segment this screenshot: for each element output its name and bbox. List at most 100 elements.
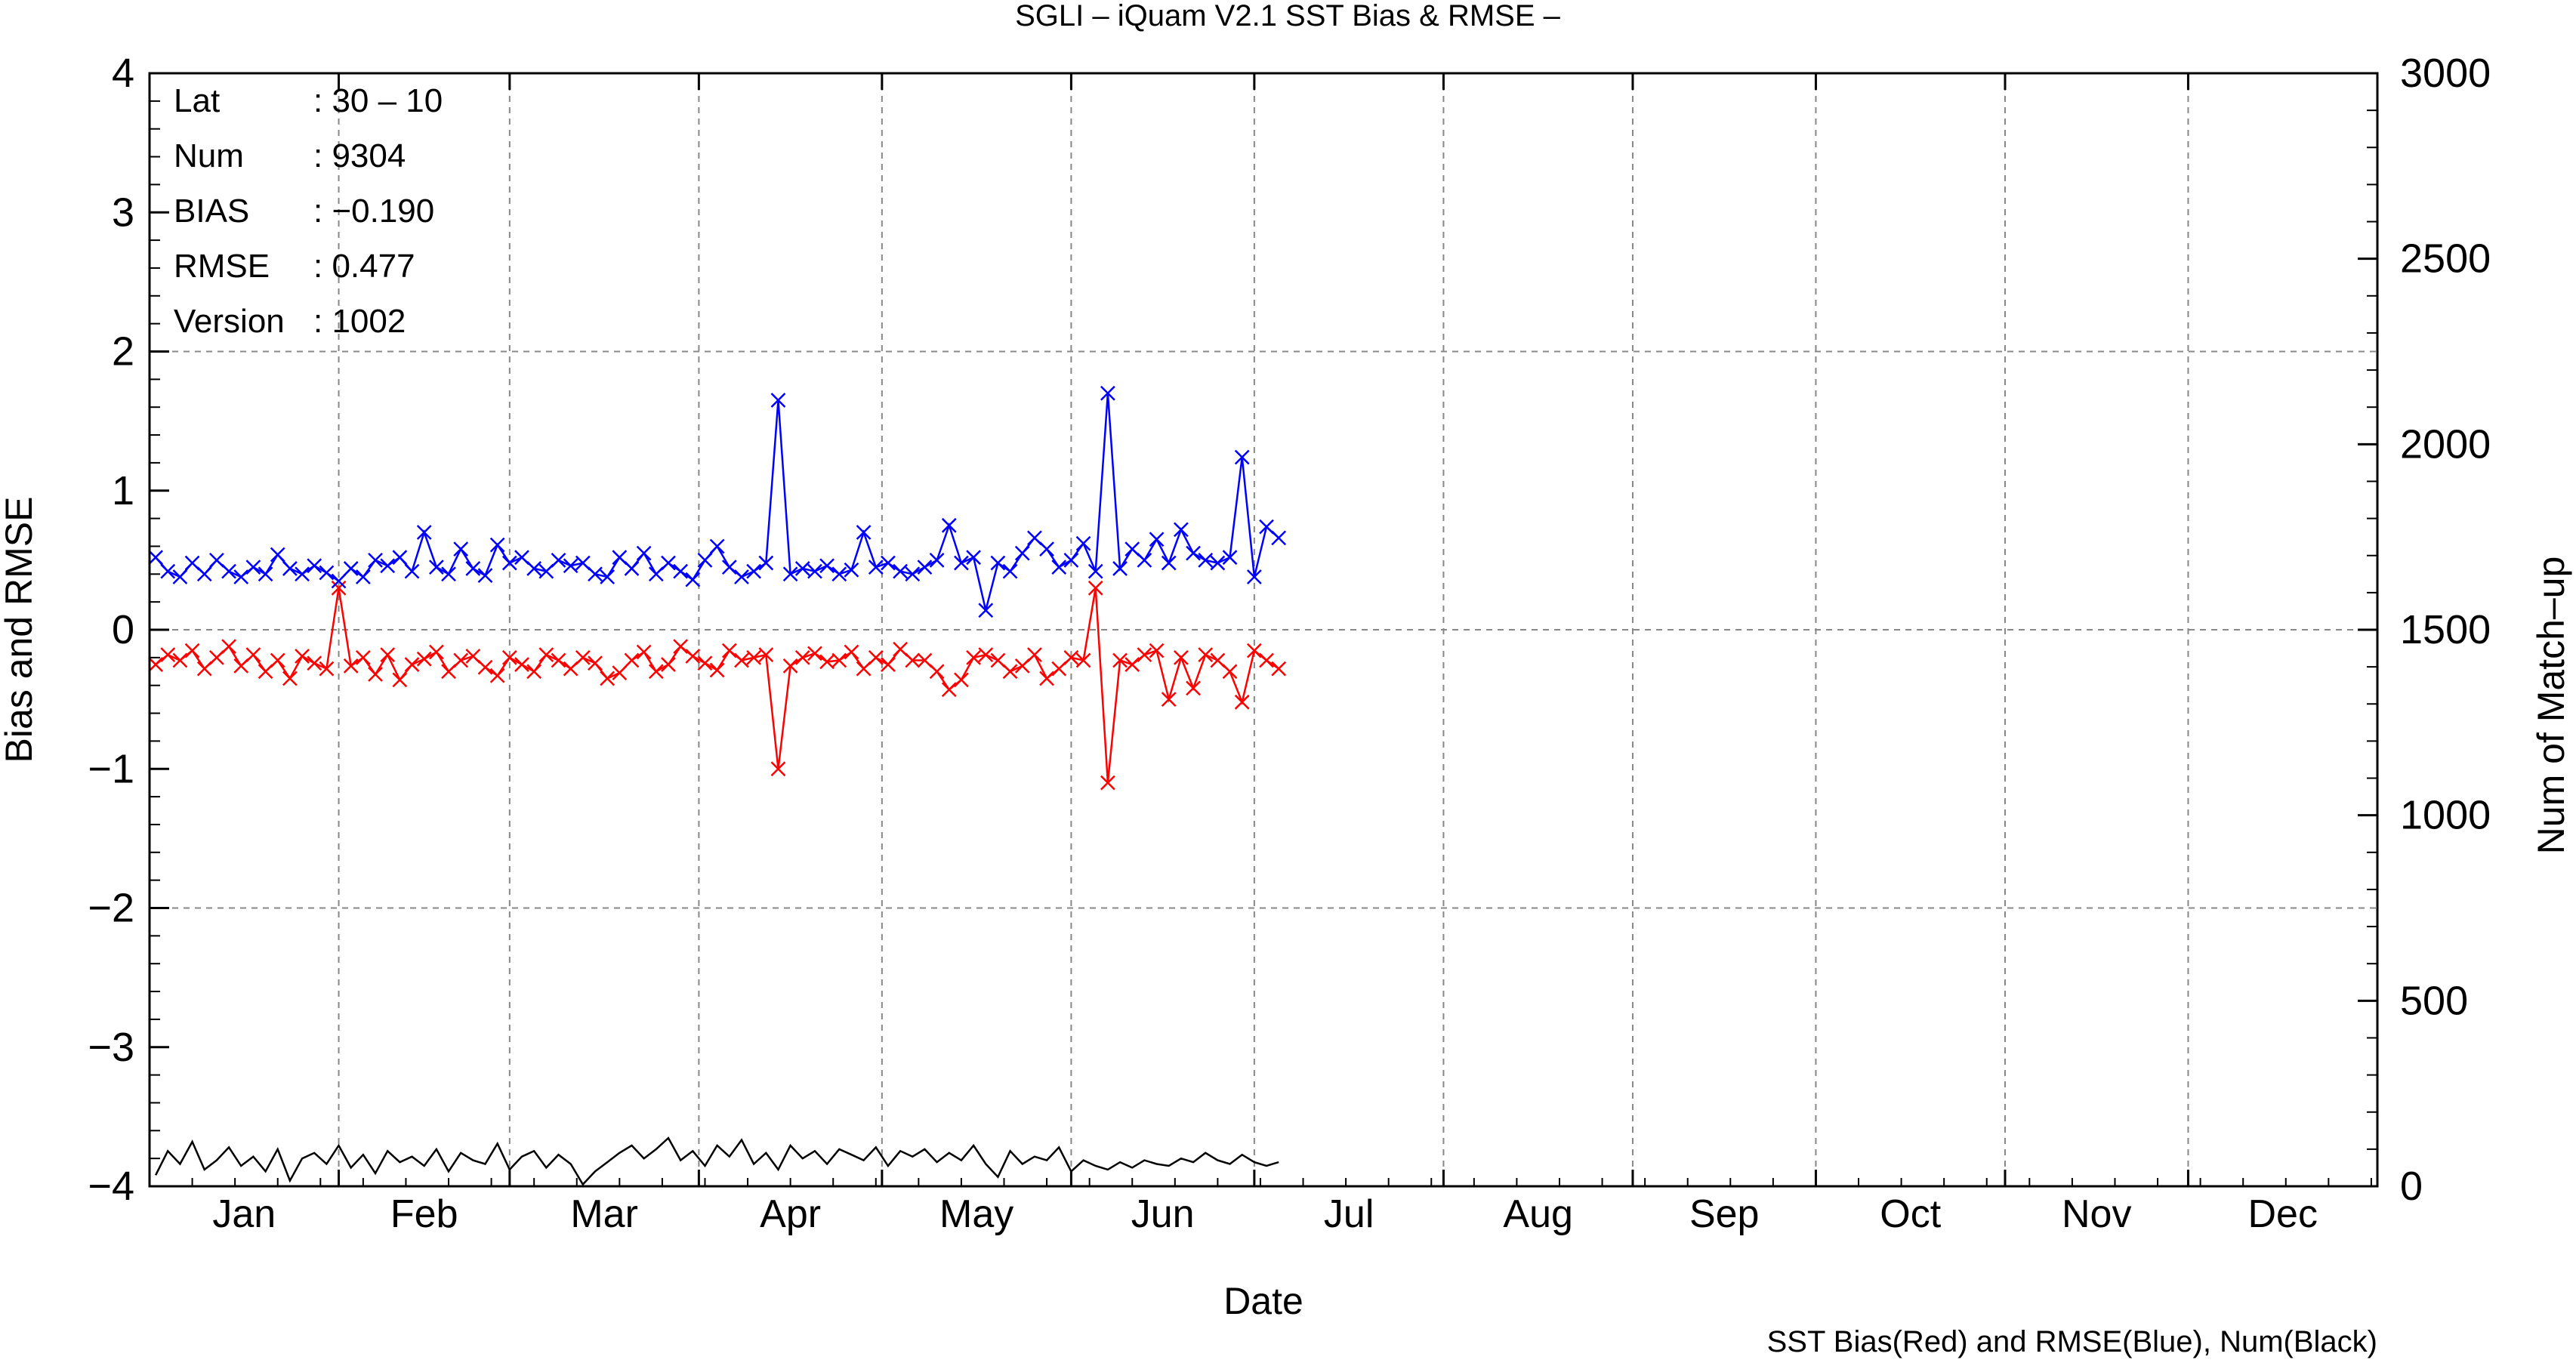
y-tick-label: −3 (88, 1025, 134, 1070)
data-point-marker (709, 662, 725, 678)
x-tick-label: Jul (1324, 1192, 1374, 1236)
data-point-marker (1087, 563, 1103, 579)
data-point-marker (1002, 664, 1018, 680)
data-point-marker (343, 658, 359, 674)
data-point-marker (782, 658, 798, 674)
data-point-marker (990, 652, 1006, 668)
data-point-marker (282, 561, 298, 576)
y-tick-label: −2 (88, 886, 134, 931)
data-point-marker (1002, 563, 1018, 579)
data-point-marker (600, 569, 615, 584)
x-tick-label: Aug (1503, 1192, 1573, 1236)
data-point-marker (648, 664, 664, 680)
info-value: : 9304 (313, 137, 406, 174)
data-point-marker (295, 566, 310, 582)
data-point-marker (917, 560, 933, 575)
data-point-marker (648, 566, 664, 582)
data-point-marker (856, 525, 872, 540)
data-point-marker (441, 664, 456, 680)
data-point-marker (160, 647, 176, 663)
data-point-marker (1186, 545, 1201, 561)
data-point-marker (489, 668, 505, 683)
data-point-marker (1075, 535, 1091, 551)
data-point-marker (221, 639, 236, 654)
y-tick-label: 4 (112, 51, 134, 96)
data-point-marker (1198, 647, 1214, 663)
data-point-marker (588, 566, 603, 582)
data-point-marker (612, 550, 628, 566)
data-point-marker (1246, 643, 1262, 658)
data-point-marker (1087, 580, 1103, 596)
data-point-marker (868, 560, 884, 575)
x-axis-label: Date (1223, 1280, 1303, 1322)
y-tick-label: −4 (88, 1164, 134, 1209)
data-point-marker (636, 644, 652, 660)
data-point-marker (270, 547, 285, 563)
data-point-marker (233, 658, 249, 674)
data-point-marker (917, 652, 933, 668)
data-point-marker (368, 667, 383, 682)
data-point-marker (1246, 569, 1262, 584)
data-point-marker (758, 647, 774, 663)
data-point-marker (1014, 545, 1030, 561)
data-point-marker (819, 654, 835, 670)
data-point-marker (233, 569, 249, 584)
data-point-marker (1186, 680, 1201, 696)
data-point-marker (404, 657, 420, 672)
data-point-marker (794, 649, 810, 665)
data-point-marker (477, 568, 493, 584)
data-point-marker (331, 580, 347, 596)
data-point-marker (1027, 647, 1042, 663)
data-point-marker (184, 643, 200, 658)
data-point-marker (148, 550, 163, 566)
data-point-marker (392, 550, 408, 566)
data-point-marker (844, 644, 859, 660)
data-point-marker (1112, 561, 1128, 576)
y-tick-label: 1 (112, 468, 134, 513)
data-point-marker (831, 566, 847, 582)
data-point-marker (1222, 550, 1238, 566)
data-point-marker (1100, 775, 1115, 791)
x-tick-labels: Jan Feb Mar Apr May Jun Jul Aug Sep Oct Nov Dec (212, 1192, 2318, 1236)
data-point-marker (990, 555, 1006, 571)
data-point-marker (172, 569, 188, 584)
y-tick-label: −1 (88, 746, 134, 791)
data-point-marker (636, 545, 652, 561)
data-point-marker (245, 560, 261, 575)
y2-tick-label: 2000 (2400, 421, 2491, 467)
data-point-marker (1271, 661, 1287, 677)
y2-tick-label: 1000 (2400, 793, 2491, 838)
data-point-marker (355, 649, 371, 665)
data-point-marker (588, 655, 603, 671)
data-point-marker (697, 552, 713, 568)
data-point-marker (1075, 652, 1091, 668)
data-point-marker (893, 563, 908, 579)
data-point-marker (148, 657, 163, 672)
data-point-marker (172, 652, 188, 668)
data-point-marker (905, 652, 921, 668)
data-point-marker (721, 560, 737, 575)
info-key: Num (174, 137, 244, 174)
data-point-marker (807, 646, 822, 661)
y-tick-label: 0 (112, 607, 134, 652)
data-point-marker (221, 563, 236, 579)
data-point-marker (978, 603, 994, 618)
data-point-marker (770, 393, 786, 408)
data-point-marker (966, 550, 981, 566)
data-point-marker (1234, 694, 1250, 710)
data-point-marker (1039, 671, 1054, 686)
data-point-marker (392, 672, 408, 688)
data-point-marker (929, 552, 945, 568)
data-point-marker (551, 652, 566, 668)
data-point-marker (160, 563, 176, 579)
x-tick-label: Feb (390, 1192, 458, 1236)
data-point-marker (343, 561, 359, 576)
y2-tick-label: 500 (2400, 978, 2468, 1023)
data-point-marker (1149, 532, 1165, 547)
data-point-marker (380, 558, 396, 574)
data-point-marker (624, 561, 640, 576)
data-point-marker (514, 657, 529, 672)
data-point-marker (1210, 652, 1226, 668)
data-point-marker (1259, 519, 1274, 535)
